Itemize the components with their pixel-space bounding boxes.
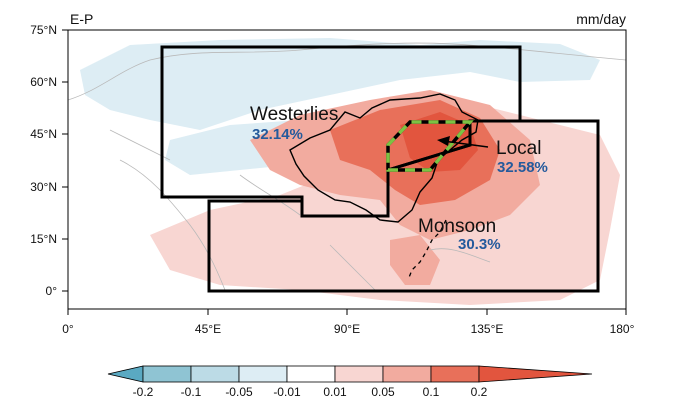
lon-label-45e: 45°E	[195, 322, 221, 336]
lon-label-180: 180°	[610, 322, 635, 336]
colorbar-label-7: 0.2	[471, 385, 488, 399]
colorbar-label-0: -0.2	[133, 385, 154, 399]
colorbar-bin-6	[382, 365, 432, 383]
lon-label-135e: 135°E	[471, 322, 504, 336]
lat-label-60: 60°N	[30, 75, 57, 89]
lon-label-0: 0°	[62, 322, 74, 336]
colorbar-bin-1	[142, 365, 192, 383]
colorbar-bin-5	[334, 365, 384, 383]
local-label: Local	[496, 138, 541, 159]
colorbar	[107, 365, 593, 383]
colorbar-label-6: 0.1	[423, 385, 440, 399]
positive-patch-medium-south	[390, 235, 440, 285]
variable-label: E-P	[70, 11, 93, 27]
colorbar-bin-4	[286, 365, 336, 383]
colorbar-label-5: 0.05	[371, 385, 395, 399]
lat-label-30: 30°N	[30, 180, 57, 194]
coastlines	[68, 42, 626, 291]
monsoon-share: 30.3%	[458, 236, 501, 253]
local-region-outline-dash	[386, 120, 474, 172]
colorbar-label-4: 0.01	[323, 385, 347, 399]
colorbar-bin-0	[107, 365, 144, 383]
westerlies-label: Westerlies	[250, 104, 338, 125]
monsoon-label: Monsoon	[418, 216, 496, 237]
lon-label-90e: 90°E	[334, 322, 360, 336]
local-share: 32.58%	[497, 159, 548, 176]
lat-label-0: 0°	[46, 284, 58, 298]
lat-label-15: 15°N	[30, 232, 57, 246]
field-layer	[80, 38, 620, 305]
colorbar-bin-7	[430, 365, 480, 383]
colorbar-bin-3	[238, 365, 288, 383]
latitude-ticks	[62, 29, 68, 292]
colorbar-bin-2	[190, 365, 240, 383]
westerlies-share: 32.14%	[252, 126, 303, 143]
unit-label: mm/day	[576, 11, 626, 27]
negative-patch-north	[80, 38, 600, 130]
local-arrow	[437, 136, 489, 148]
colorbar-label-3: -0.01	[273, 385, 301, 399]
colorbar-bin-8	[478, 365, 593, 383]
china-boundary	[289, 93, 479, 223]
longitude-ticks	[67, 309, 627, 315]
lat-label-75: 75°N	[30, 23, 57, 37]
colorbar-label-2: -0.05	[225, 385, 253, 399]
lat-label-45: 45°N	[30, 127, 57, 141]
colorbar-label-1: -0.1	[181, 385, 202, 399]
positive-patch-core	[400, 112, 478, 172]
